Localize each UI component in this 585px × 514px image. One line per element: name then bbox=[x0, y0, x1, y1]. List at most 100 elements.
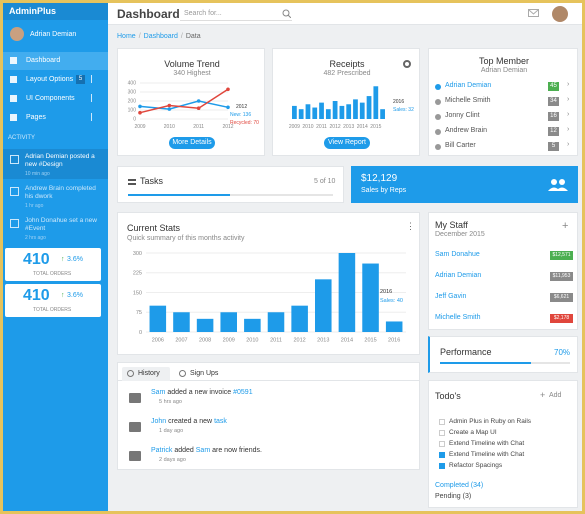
link[interactable]: Sam bbox=[195, 447, 211, 454]
checkbox[interactable] bbox=[439, 452, 445, 458]
staff-name[interactable]: Sam Donahue bbox=[435, 251, 480, 258]
search-icon bbox=[282, 9, 291, 18]
crumb[interactable]: Dashboard bbox=[143, 33, 178, 40]
stat-value: 410 bbox=[23, 251, 50, 268]
bar bbox=[339, 105, 345, 119]
y-tick-label: 225 bbox=[133, 271, 142, 277]
checkbox[interactable] bbox=[439, 463, 445, 469]
nav-expand bbox=[91, 94, 99, 102]
link[interactable]: task bbox=[214, 418, 227, 425]
performance-label: Performance bbox=[440, 347, 492, 357]
member-name[interactable]: Jonny Clint bbox=[445, 112, 480, 119]
checkbox[interactable] bbox=[439, 441, 445, 447]
bar bbox=[332, 101, 338, 119]
tab[interactable]: History bbox=[122, 367, 170, 381]
activity-icon bbox=[10, 187, 19, 196]
chart-annotation: 2012 bbox=[236, 104, 248, 110]
bar bbox=[173, 312, 190, 332]
nav-icon bbox=[10, 57, 17, 64]
activity-time: 1 hr ago bbox=[25, 203, 44, 209]
x-tick-label: 2014 bbox=[341, 338, 353, 344]
link[interactable]: John bbox=[151, 418, 167, 425]
x-tick-label: 2016 bbox=[388, 338, 400, 344]
mail-icon[interactable] bbox=[528, 9, 540, 18]
member-name[interactable]: Adrian Demian bbox=[445, 82, 492, 89]
staff-name[interactable]: Adrian Demian bbox=[435, 272, 482, 279]
bar bbox=[366, 96, 372, 119]
nav-item[interactable]: Dashboard bbox=[3, 52, 108, 70]
performance-value: 70% bbox=[554, 348, 571, 357]
completed-link[interactable]: Completed (34) bbox=[435, 482, 484, 489]
chevron: › bbox=[567, 126, 570, 133]
staff-amount: $6,621 bbox=[550, 293, 573, 302]
list-icon bbox=[128, 179, 136, 185]
crumb: Data bbox=[185, 33, 201, 40]
user-avatar[interactable] bbox=[552, 6, 568, 22]
staff-name[interactable]: Michelle Smith bbox=[435, 314, 481, 321]
brand[interactable]: AdminPlus bbox=[9, 6, 57, 16]
activity-item: Adrian Demian posted a new #Design 10 min… bbox=[3, 149, 108, 179]
y-tick-label: 300 bbox=[128, 90, 137, 96]
button[interactable]: View Report bbox=[324, 137, 370, 149]
sales-value: $12,129 bbox=[361, 173, 398, 184]
bar bbox=[353, 99, 358, 119]
settings-icon[interactable] bbox=[403, 60, 411, 68]
card-title: Top Member bbox=[478, 56, 530, 66]
activity-title: ACTIVITY bbox=[8, 135, 36, 141]
link[interactable]: Sam bbox=[151, 389, 166, 396]
head bbox=[551, 179, 557, 185]
member-name[interactable]: Andrew Brain bbox=[445, 127, 488, 134]
x-tick-label: 2015 bbox=[364, 338, 376, 344]
crumb-sep: / bbox=[180, 33, 183, 40]
menu-dots[interactable]: ⋮ bbox=[406, 221, 415, 231]
tasks-card: Tasks 5 of 10 bbox=[117, 166, 344, 203]
bar bbox=[292, 105, 297, 119]
x-tick-label: 2011 bbox=[193, 124, 204, 130]
chart-annotation: Sales: 40 bbox=[380, 298, 403, 304]
sales-card: $12,129 Sales by Reps bbox=[351, 166, 578, 203]
point bbox=[196, 99, 201, 103]
nav-label: Pages bbox=[26, 114, 46, 121]
nav-item[interactable]: Pages bbox=[3, 109, 108, 127]
link[interactable]: Patrick bbox=[151, 447, 173, 454]
nav-item[interactable]: UI Components bbox=[3, 90, 108, 108]
bar bbox=[312, 107, 318, 119]
point bbox=[138, 110, 142, 115]
nav-item[interactable]: Layout Options 5 bbox=[3, 71, 108, 89]
x-tick-label: 2010 bbox=[164, 124, 175, 130]
point bbox=[167, 107, 172, 111]
button[interactable]: More Details bbox=[169, 137, 215, 149]
search-placeholder: Search for... bbox=[184, 10, 222, 17]
page-title: Dashboard bbox=[117, 7, 180, 21]
user-name: Adrian Demian bbox=[30, 31, 77, 38]
todo-text: Extend Timeline with Chat bbox=[449, 440, 525, 447]
link[interactable]: #0591 bbox=[233, 389, 253, 396]
member-count: 16 bbox=[548, 112, 559, 121]
text: are now friends. bbox=[210, 447, 262, 454]
x-tick-label: 2013 bbox=[343, 124, 354, 130]
checkbox[interactable] bbox=[439, 430, 445, 436]
x-tick-label: 2010 bbox=[302, 124, 313, 130]
add-icon[interactable]: + bbox=[562, 220, 569, 232]
x-tick-label: 2010 bbox=[246, 338, 258, 344]
tab[interactable]: Sign Ups bbox=[174, 367, 222, 381]
nav-icon bbox=[10, 114, 17, 121]
add-link[interactable]: Add bbox=[549, 392, 562, 399]
search-box[interactable]: Search for... bbox=[180, 7, 292, 21]
sidebar: AdminPlus Adrian Demian ACTIVITY Dashboa… bbox=[3, 3, 108, 511]
card-title: Volume Trend bbox=[164, 59, 220, 69]
history-icon bbox=[129, 451, 141, 461]
member-name[interactable]: Michelle Smith bbox=[445, 97, 491, 104]
staff-name[interactable]: Jeff Gavin bbox=[435, 293, 467, 300]
history-time: 2 days ago bbox=[159, 457, 186, 463]
bar bbox=[149, 305, 167, 332]
brand-bar: AdminPlus bbox=[3, 3, 108, 20]
checkbox[interactable] bbox=[439, 419, 445, 425]
member-name[interactable]: Bill Carter bbox=[445, 142, 476, 149]
pending-link[interactable]: Pending (3) bbox=[435, 493, 472, 500]
chart: 2009 2010 2011 2012 2013 2014 2015 bbox=[289, 86, 385, 130]
x-tick-label: 2008 bbox=[199, 338, 211, 344]
stat-value: 410 bbox=[23, 287, 50, 304]
crumb[interactable]: Home bbox=[117, 33, 136, 40]
